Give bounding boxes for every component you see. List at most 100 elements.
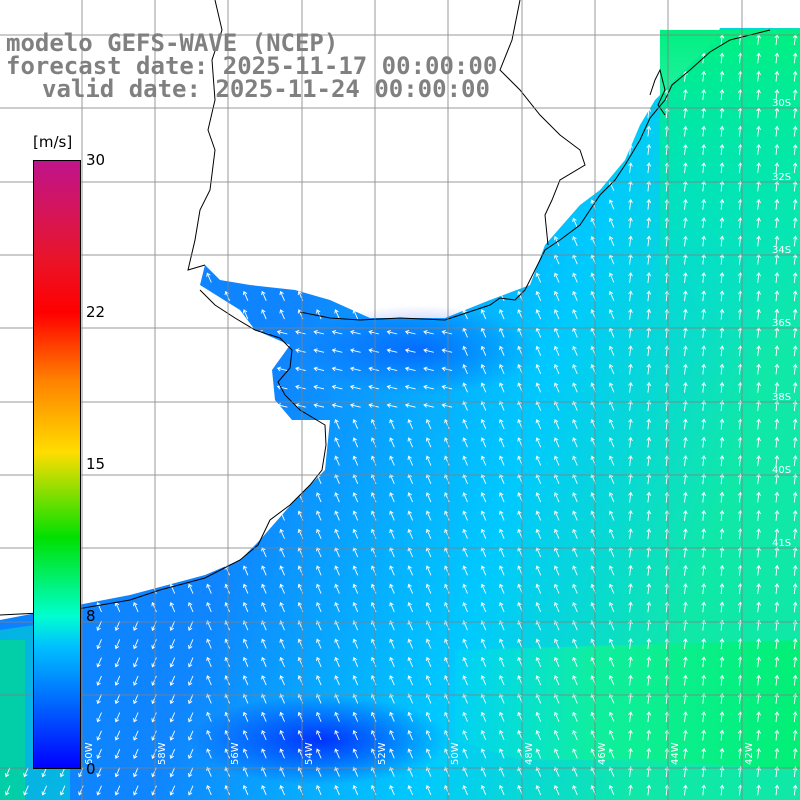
wind-arrow <box>553 711 560 722</box>
wind-arrow <box>719 198 725 210</box>
wind-arrow <box>352 711 359 722</box>
wind-arrow <box>169 748 176 760</box>
wind-arrow <box>169 675 176 686</box>
wind-arrow <box>535 364 542 375</box>
wind-arrow <box>683 125 688 137</box>
wind-arrow <box>774 400 780 412</box>
wind-arrow <box>774 601 780 613</box>
colorbar-tick-label: 22 <box>86 303 106 321</box>
wind-arrow <box>352 437 359 448</box>
wind-arrow <box>628 564 633 576</box>
wind-arrow <box>206 601 212 613</box>
wind-arrow <box>425 730 432 741</box>
wind-arrow <box>407 583 414 594</box>
wind-arrow <box>444 528 450 539</box>
lon-label: 48W <box>524 742 535 765</box>
wind-arrow <box>701 747 707 759</box>
wind-arrow <box>719 235 725 247</box>
wind-arrow <box>295 329 306 335</box>
wind-arrow <box>407 730 414 741</box>
wind-arrow <box>719 583 725 595</box>
wind-arrow <box>389 638 395 649</box>
wind-arrow <box>701 509 707 521</box>
wind-arrow <box>114 767 121 778</box>
wind-arrow <box>774 162 780 174</box>
wind-arrow <box>646 711 652 723</box>
wind-arrow <box>386 329 398 335</box>
wind-arrow <box>151 675 157 686</box>
wind-arrow <box>407 455 414 466</box>
wind-arrow <box>499 638 505 649</box>
wind-arrow <box>792 400 798 412</box>
wind-arrow <box>316 510 322 521</box>
wind-arrow <box>701 583 707 595</box>
wind-arrow <box>792 656 798 668</box>
wind-arrow <box>279 528 285 539</box>
wind-arrow <box>261 784 267 796</box>
wind-arrow <box>499 730 505 741</box>
wind-arrow <box>683 473 688 485</box>
wind-arrow <box>683 180 688 192</box>
wind-arrow <box>628 272 633 283</box>
wind-arrow <box>276 366 288 372</box>
wind-arrow <box>535 711 542 722</box>
wind-arrow <box>206 784 212 796</box>
wind-arrow <box>423 348 434 353</box>
wind-arrow <box>553 235 560 247</box>
wind-arrow <box>701 766 707 778</box>
wind-arrow <box>242 565 249 576</box>
wind-arrow <box>444 638 450 649</box>
wind-arrow <box>480 364 487 375</box>
wind-arrow <box>334 583 340 594</box>
wind-arrow <box>628 436 633 448</box>
wind-arrow <box>4 767 11 778</box>
wind-arrow <box>792 70 798 82</box>
wind-arrow <box>352 565 359 576</box>
wind-arrow <box>352 418 359 430</box>
wind-arrow <box>151 694 157 705</box>
wind-arrow <box>608 748 615 759</box>
wind-arrow <box>151 657 157 668</box>
wind-arrow <box>553 272 560 283</box>
wind-arrow <box>261 711 267 722</box>
wind-arrow <box>719 711 725 723</box>
wind-arrow <box>242 693 249 704</box>
wind-arrow <box>719 290 725 302</box>
wind-arrow <box>646 656 652 668</box>
wind-arrow <box>151 767 157 778</box>
wind-arrow <box>792 766 798 778</box>
wind-arrow <box>774 638 780 649</box>
wind-arrow <box>331 348 343 353</box>
wind-arrow <box>352 693 359 704</box>
wind-arrow <box>350 403 361 408</box>
wind-arrow <box>206 766 212 777</box>
wind-arrow <box>628 729 633 741</box>
wind-arrow <box>701 143 707 155</box>
wind-arrow <box>628 601 633 613</box>
wind-arrow <box>535 730 542 741</box>
wind-arrow <box>553 382 560 393</box>
wind-arrow <box>389 675 395 686</box>
wind-arrow <box>792 436 798 448</box>
wind-arrow <box>368 403 380 408</box>
wind-arrow <box>792 89 798 100</box>
wind-arrow <box>646 509 652 521</box>
lat-label: 41S <box>772 538 791 549</box>
wind-arrow <box>389 748 395 759</box>
wind-arrow <box>774 674 780 686</box>
wind-arrow <box>535 309 542 320</box>
wind-arrow <box>719 400 725 412</box>
wind-arrow <box>535 418 542 430</box>
wind-arrow <box>756 436 761 448</box>
wind-arrow <box>683 656 688 668</box>
wind-arrow <box>407 492 414 503</box>
wind-arrow <box>683 601 688 613</box>
wind-arrow <box>628 363 633 375</box>
wind-arrow <box>701 235 707 247</box>
wind-arrow <box>295 403 306 408</box>
wind-arrow <box>683 198 688 210</box>
wind-arrow <box>535 766 542 777</box>
longitude-labels: 60W 58W 56W 54W 52W 50W 48W 46W 44W 42W <box>84 742 755 765</box>
wind-arrow <box>444 510 450 521</box>
wind-arrow <box>261 601 267 613</box>
